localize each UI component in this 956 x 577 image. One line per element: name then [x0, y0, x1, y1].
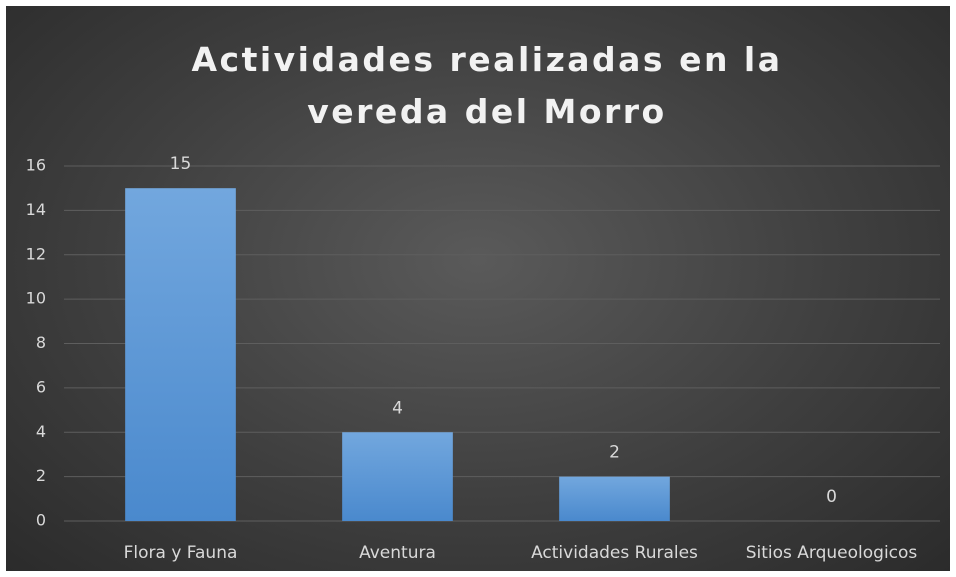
- x-tick-label: Actividades Rurales: [531, 543, 698, 563]
- y-tick-label: 10: [26, 289, 46, 308]
- x-tick-label: Sitios Arqueologicos: [746, 543, 918, 563]
- chart-title: Actividades realizadas en la vereda del …: [191, 40, 783, 131]
- bar: [125, 188, 236, 521]
- x-tick-label: Aventura: [359, 543, 436, 563]
- data-label: 0: [826, 487, 837, 507]
- y-tick-label: 6: [36, 377, 46, 396]
- y-tick-label: 0: [36, 511, 46, 530]
- y-tick-label: 2: [36, 466, 46, 485]
- y-tick-label: 4: [36, 422, 46, 441]
- data-label: 2: [609, 443, 620, 463]
- y-tick-label: 8: [36, 333, 46, 352]
- x-tick-label: Flora y Fauna: [124, 543, 238, 563]
- y-tick-label: 16: [26, 156, 46, 175]
- y-tick-label: 12: [26, 244, 46, 263]
- y-tick-label: 14: [26, 200, 46, 219]
- data-label: 4: [392, 398, 403, 418]
- bar: [342, 432, 453, 521]
- bar: [559, 476, 670, 521]
- data-label: 15: [170, 154, 192, 174]
